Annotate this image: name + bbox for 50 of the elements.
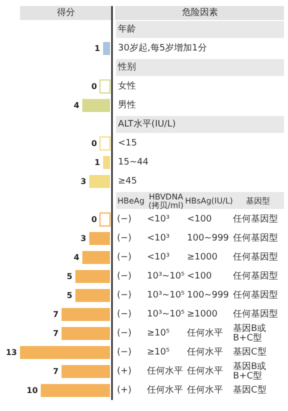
- data-label: 4: [74, 101, 80, 110]
- bar: [75, 289, 110, 302]
- bar: [89, 175, 110, 188]
- data-label: 5: [66, 272, 73, 281]
- category-label: (−) <10³ 100~999 任何基因型: [117, 234, 278, 244]
- category-label: (−) 10³~10⁵ <100 任何基因型: [117, 272, 278, 282]
- bar: [62, 308, 110, 321]
- data-label: 0: [91, 215, 98, 224]
- y-tick-label: 性别: [117, 62, 136, 72]
- bar: [75, 270, 110, 283]
- category-label: (+) 任何水平 任何水平 基因B或B+C型: [117, 362, 266, 382]
- data-label: 5: [66, 291, 73, 300]
- y-tick-label: 年龄: [118, 24, 136, 34]
- data-label: 10: [26, 386, 38, 395]
- data-label: 1: [94, 158, 100, 167]
- bar: [20, 346, 110, 359]
- data-label: 4: [74, 253, 80, 262]
- data-label: 1: [94, 44, 100, 53]
- y-tick-label: 15~44: [118, 158, 149, 168]
- bar: [82, 251, 110, 264]
- y-tick-label: 女性: [118, 80, 136, 92]
- category-label: (−) <10³ ≥1000 任何基因型: [117, 252, 278, 262]
- y-axis-title: 危险因素: [182, 7, 218, 18]
- data-label: 3: [80, 234, 86, 243]
- data-label: 7: [52, 329, 59, 338]
- bar: [40, 384, 110, 397]
- bar: [62, 327, 110, 340]
- data-label: 7: [52, 367, 59, 376]
- category-label: (+) 任何水平 任何水平 基因C型: [117, 386, 266, 396]
- bar: [89, 232, 110, 245]
- data-label: 0: [91, 139, 98, 148]
- bar: [62, 365, 110, 378]
- x-axis-title: 得分: [57, 7, 75, 18]
- bar: [82, 99, 110, 112]
- y-tick-label: <15: [118, 138, 137, 148]
- bar: [103, 156, 110, 169]
- y-tick-label: ALT水平(IU/L): [118, 118, 176, 130]
- y-tick-label: ≥45: [118, 176, 137, 186]
- category-label: (−) 10³~10⁵ 100~999 任何基因型: [117, 290, 278, 300]
- category-label: (−) <10³ <100 任何基因型: [117, 214, 278, 224]
- data-label: 0: [91, 82, 98, 91]
- data-label: 13: [6, 348, 17, 357]
- category-label: (−) ≥10⁵ 任何水平 基因B或B+C型: [117, 324, 266, 344]
- category-label: (−) 10³~10⁵ ≥1000 任何基因型: [117, 310, 278, 320]
- y-tick-label: 30岁起,每5岁增加1分: [118, 42, 207, 54]
- data-label: 3: [80, 177, 86, 186]
- bar: [103, 42, 110, 55]
- category-label: (−) ≥10⁵ 任何水平 基因C型: [117, 348, 266, 358]
- y-tick-label: 男性: [118, 100, 136, 110]
- data-label: 7: [52, 310, 59, 319]
